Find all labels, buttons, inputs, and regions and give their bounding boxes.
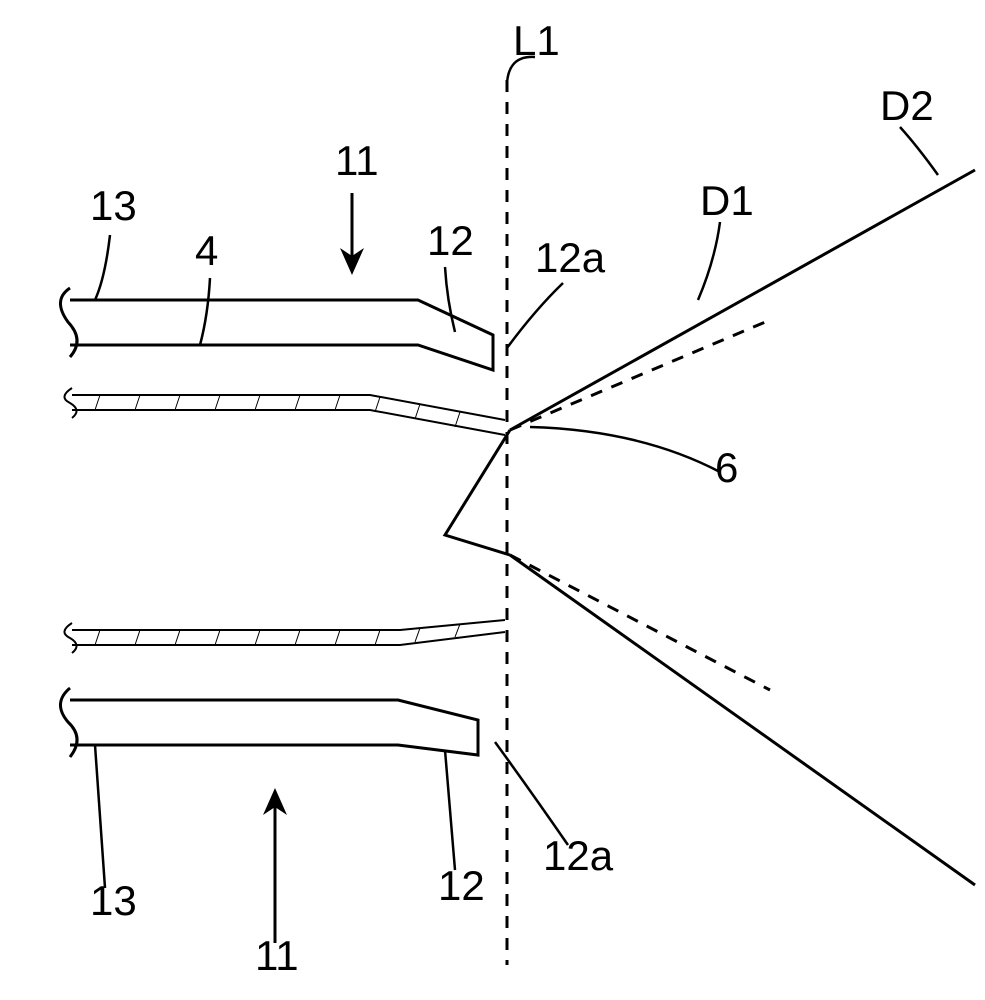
label-6: 6: [715, 444, 738, 491]
leader-d1: [698, 222, 720, 300]
upper-inner-tube-top: [72, 395, 505, 420]
label-12-bottom: 12: [438, 862, 485, 909]
cone-d1-lower: [510, 555, 770, 690]
lower-inner-tube-top: [72, 620, 505, 630]
upper-inner-tube-bottom: [72, 410, 505, 435]
label-4: 4: [195, 227, 218, 274]
break-mark-lower-outer: [60, 688, 77, 757]
cone-apex: [445, 430, 510, 555]
break-mark-lower-inner: [64, 623, 76, 653]
label-11-bottom: 11: [255, 932, 299, 979]
label-12a-top: 12a: [535, 234, 606, 281]
leader-12-top: [445, 267, 455, 332]
label-d1: D1: [700, 177, 754, 224]
technical-diagram: L1 D2 D1 11 13 4 12 12a 6 12a 12 13 11: [0, 0, 985, 1000]
leader-13-bottom: [95, 745, 105, 888]
break-mark-upper-inner: [64, 388, 76, 418]
leader-12-bottom: [445, 750, 455, 870]
leader-d2: [900, 127, 938, 175]
upper-outer-tube: [70, 300, 493, 370]
leader-13-top: [95, 235, 110, 300]
label-12-top: 12: [427, 217, 474, 264]
label-11-top: 11: [335, 137, 379, 184]
break-mark-upper-outer: [60, 288, 77, 357]
leader-6: [530, 427, 720, 472]
lower-outer-tube: [70, 700, 478, 755]
leader-12a-top: [507, 283, 563, 348]
leader-4: [200, 278, 210, 345]
label-13-top: 13: [90, 182, 137, 229]
label-d2: D2: [880, 82, 934, 129]
label-12a-bottom: 12a: [543, 832, 614, 879]
label-l1: L1: [513, 17, 560, 64]
lower-inner-hatching: [95, 624, 460, 645]
label-13-bottom: 13: [90, 877, 137, 924]
cone-d1-upper: [510, 320, 770, 430]
